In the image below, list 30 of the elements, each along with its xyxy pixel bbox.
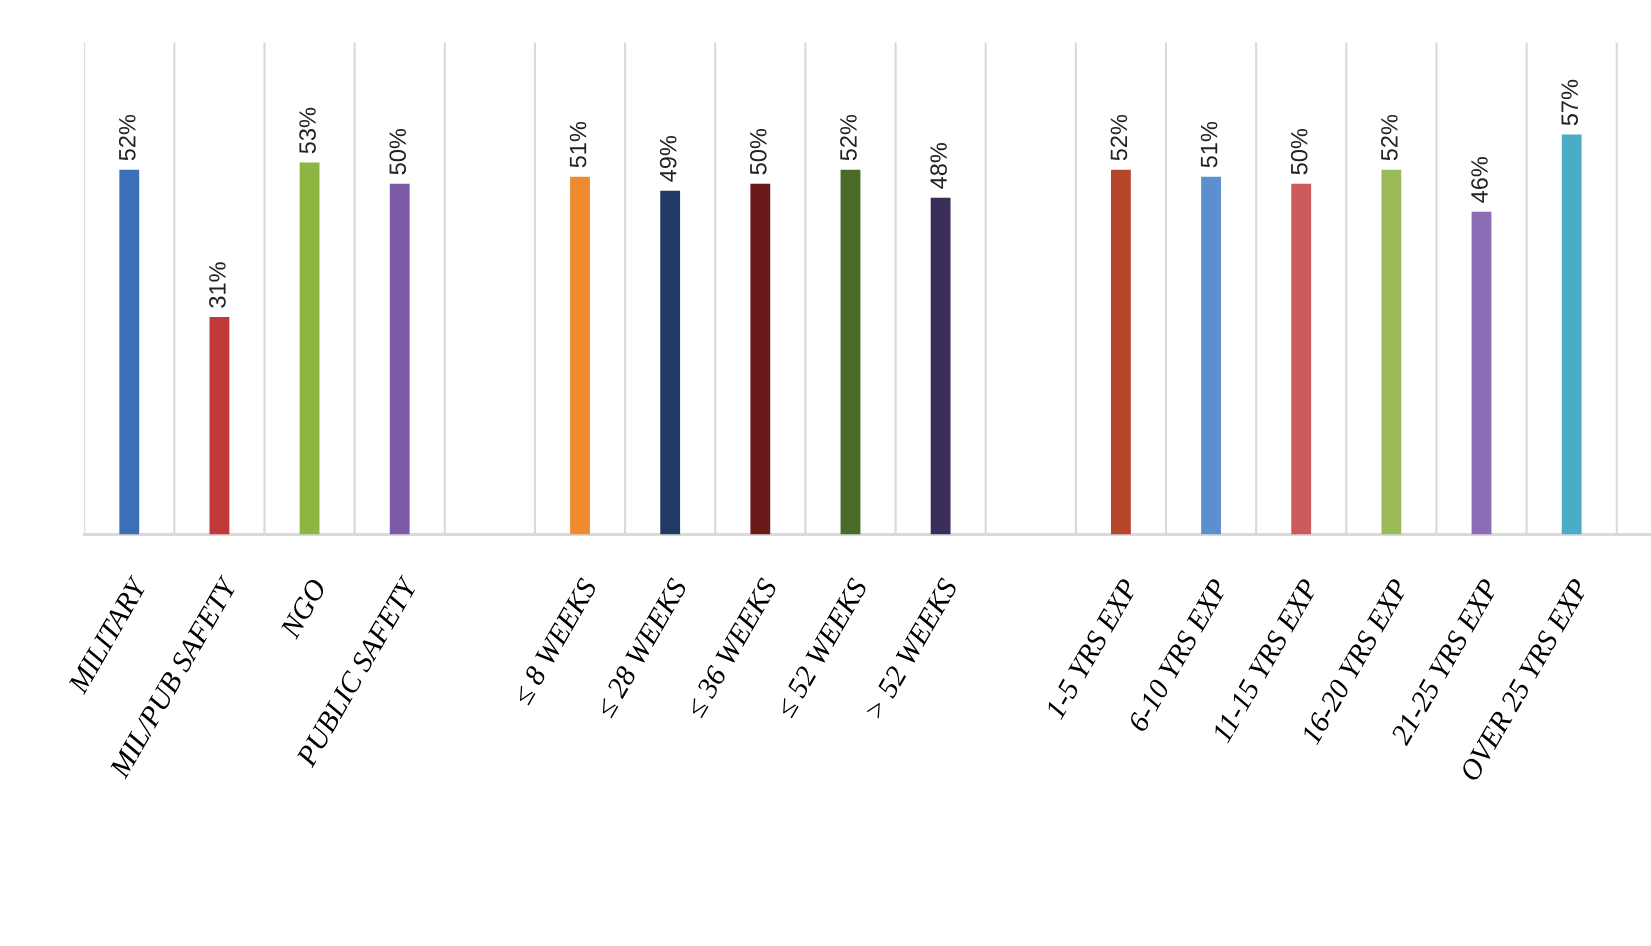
bar [1471,211,1492,535]
bar [1291,183,1312,535]
bar [389,183,410,535]
data-label: 57% [1561,79,1579,126]
bar [750,183,771,535]
data-label: 46% [1471,156,1488,203]
data-label: 50% [1290,128,1308,175]
bar [1201,176,1221,535]
bar [299,162,320,535]
data-label: 52% [1380,114,1398,161]
data-label: 50% [389,128,407,175]
bar [119,169,140,535]
data-label: 52% [1110,114,1128,161]
data-label: 50% [749,128,767,175]
data-label: 52% [118,114,136,161]
data-label: 52% [840,114,857,161]
bar [660,190,681,535]
data-label: 51% [1200,121,1218,168]
bar [570,176,590,535]
data-label: 31% [209,262,226,308]
data-label: 48% [930,142,947,189]
data-label: 51% [569,121,587,168]
data-label: 53% [299,107,316,154]
bar [209,316,230,535]
data-label: 49% [659,135,677,182]
bar [1561,134,1582,535]
bar [1111,169,1131,535]
bar [930,197,951,535]
bar [1381,169,1402,535]
bar [840,169,861,535]
